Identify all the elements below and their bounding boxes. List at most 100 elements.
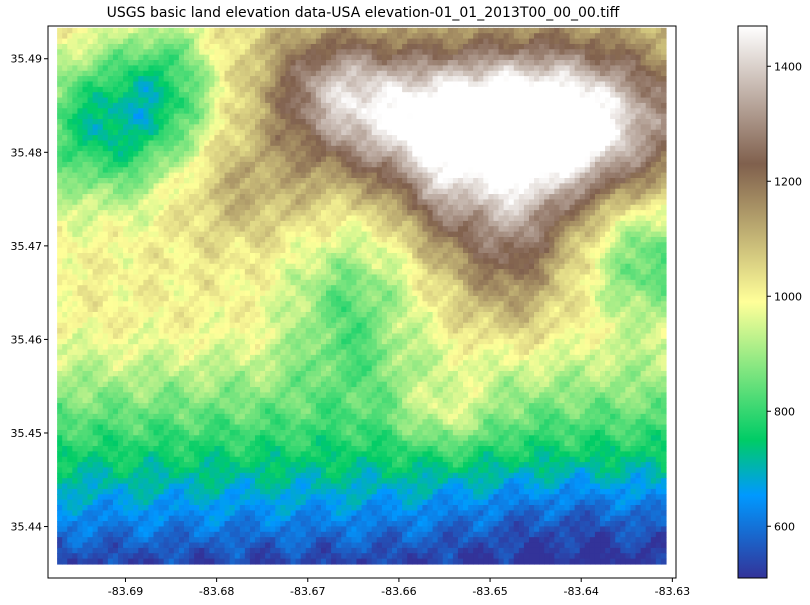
elevation-cell — [483, 194, 489, 201]
elevation-cell — [128, 81, 134, 88]
elevation-cell — [67, 65, 73, 72]
elevation-cell — [518, 161, 525, 168]
elevation-cell — [82, 119, 89, 125]
elevation-cell — [412, 247, 418, 254]
elevation-cell — [148, 210, 155, 217]
elevation-cell — [528, 43, 535, 50]
elevation-cell — [214, 60, 221, 66]
elevation-cell — [168, 43, 175, 50]
elevation-cell — [163, 81, 170, 88]
elevation-cell — [320, 113, 327, 120]
elevation-cell — [534, 161, 540, 168]
elevation-cell — [239, 86, 246, 93]
elevation-cell — [62, 204, 68, 211]
elevation-cell — [300, 172, 307, 179]
elevation-cell — [427, 177, 434, 184]
elevation-cell — [650, 156, 657, 163]
elevation-cell — [280, 113, 287, 120]
elevation-cell — [361, 97, 368, 104]
elevation-cell — [199, 27, 205, 34]
elevation-cell — [574, 161, 581, 168]
elevation-cell — [346, 70, 352, 77]
elevation-cell — [341, 76, 347, 83]
elevation-cell — [457, 60, 464, 66]
elevation-cell — [493, 33, 500, 40]
elevation-cell — [123, 81, 129, 88]
elevation-cell — [285, 108, 292, 115]
elevation-cell — [463, 49, 469, 56]
elevation-cell — [376, 92, 383, 99]
elevation-cell — [331, 92, 337, 99]
elevation-cell — [437, 49, 444, 56]
elevation-cell — [483, 242, 489, 249]
elevation-cell — [158, 43, 165, 50]
elevation-cell — [549, 38, 555, 45]
elevation-cell — [605, 65, 611, 72]
elevation-cell — [356, 92, 363, 99]
elevation-cell — [442, 49, 449, 56]
elevation-cell — [376, 76, 383, 83]
elevation-cell — [615, 226, 621, 233]
elevation-cell — [244, 113, 251, 120]
elevation-cell — [391, 108, 398, 115]
elevation-cell — [620, 108, 626, 115]
elevation-cell — [630, 86, 637, 93]
elevation-cell — [112, 86, 119, 93]
elevation-cell — [452, 177, 459, 184]
elevation-cell — [391, 97, 398, 104]
elevation-cell — [143, 113, 150, 120]
elevation-cell — [625, 92, 632, 99]
elevation-cell — [620, 65, 626, 72]
elevation-cell — [229, 199, 236, 206]
elevation-cell — [214, 210, 221, 217]
elevation-cell — [153, 33, 160, 40]
elevation-cell — [219, 38, 226, 45]
elevation-cell — [341, 33, 347, 40]
elevation-cell — [229, 140, 236, 147]
elevation-cell — [513, 97, 520, 104]
elevation-cell — [518, 86, 525, 93]
elevation-cell — [92, 220, 99, 227]
elevation-cell — [579, 151, 586, 158]
elevation-cell — [153, 236, 160, 243]
elevation-cell — [229, 242, 236, 249]
elevation-cell — [376, 86, 383, 93]
elevation-cell — [133, 156, 139, 163]
elevation-cell — [630, 194, 637, 201]
elevation-cell — [508, 54, 515, 61]
elevation-cell — [589, 38, 596, 45]
elevation-cell — [645, 76, 652, 83]
elevation-cell — [594, 129, 601, 136]
elevation-cell — [447, 194, 454, 201]
elevation-cell — [615, 151, 621, 158]
elevation-cell — [341, 242, 347, 249]
elevation-cell — [254, 204, 261, 211]
elevation-cell — [625, 60, 632, 66]
elevation-cell — [640, 113, 647, 120]
elevation-cell — [204, 231, 210, 238]
elevation-cell — [605, 220, 611, 227]
elevation-cell — [183, 145, 190, 152]
elevation-cell — [544, 215, 550, 222]
elevation-cell — [539, 76, 545, 83]
elevation-cell — [437, 119, 444, 125]
elevation-cell — [320, 161, 327, 168]
elevation-cell — [138, 210, 144, 217]
elevation-cell — [209, 129, 215, 136]
elevation-cell — [447, 76, 454, 83]
elevation-cell — [107, 247, 114, 254]
elevation-cell — [660, 102, 667, 109]
elevation-cell — [518, 145, 525, 152]
elevation-cell — [605, 167, 611, 174]
elevation-cell — [539, 210, 545, 217]
elevation-cell — [320, 140, 327, 147]
elevation-cell — [320, 54, 327, 61]
elevation-cell — [574, 188, 581, 195]
elevation-cell — [62, 151, 68, 158]
elevation-cell — [569, 129, 576, 136]
elevation-cell — [341, 97, 347, 104]
elevation-cell — [437, 86, 444, 93]
elevation-cell — [356, 124, 363, 131]
elevation-cell — [239, 60, 246, 66]
elevation-cell — [630, 38, 637, 45]
